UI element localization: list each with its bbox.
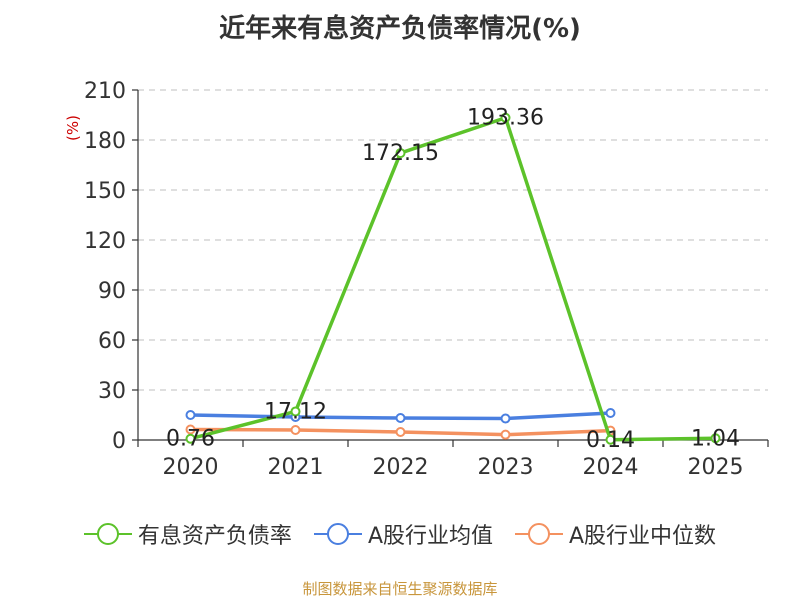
data-point	[605, 434, 616, 445]
x-tick-label: 2021	[268, 455, 324, 480]
y-tick-label: 60	[98, 329, 126, 354]
legend-item-series-2[interactable]: A股行业均值	[313, 518, 493, 550]
legend-item-series-1[interactable]: 有息资产负债率	[83, 518, 292, 550]
x-tick-label: 2024	[583, 455, 639, 480]
data-point	[185, 410, 196, 420]
chart-title: 近年来有息资产负债率情况(%)	[219, 14, 581, 44]
data-point	[605, 408, 616, 418]
data-label: 193.36	[467, 106, 544, 131]
data-point	[185, 433, 196, 444]
y-tick-label: 120	[84, 229, 126, 254]
legend-swatch-icon	[515, 522, 563, 546]
data-point	[500, 429, 511, 440]
x-tick-label: 2022	[373, 455, 429, 480]
y-axis-label: (%)	[64, 115, 82, 141]
source-note: 制图数据来自恒生聚源数据库	[302, 580, 498, 598]
legend-label: A股行业均值	[367, 524, 493, 549]
data-labels: 0.76 17.12 172.15 193.36 0.14 1.04	[166, 106, 740, 453]
legend-swatch-icon	[83, 522, 132, 546]
data-point	[290, 406, 301, 417]
series-lines	[185, 112, 721, 445]
y-tick-label: 180	[84, 129, 126, 154]
legend-item-series-3[interactable]: A股行业中位数	[515, 518, 716, 550]
x-tick-label: 2020	[163, 455, 219, 480]
y-tick-label: 0	[112, 429, 126, 454]
data-label: 0.14	[586, 428, 635, 453]
y-tick-label: 90	[98, 279, 126, 304]
data-point	[395, 148, 406, 159]
data-point	[395, 427, 406, 437]
data-point	[500, 112, 511, 123]
data-point	[185, 424, 196, 435]
y-tick-label: 30	[98, 379, 126, 404]
data-point	[290, 425, 301, 435]
legend-label: A股行业中位数	[569, 524, 717, 549]
data-label: 172.15	[362, 141, 439, 166]
series-line-1	[190, 115, 716, 442]
x-tick-label: 2025	[688, 455, 744, 480]
y-tick-label: 210	[84, 79, 126, 104]
data-label: 17.12	[264, 399, 327, 424]
legend-label: 有息资产负债率	[137, 524, 292, 549]
data-point	[395, 413, 406, 423]
x-tick-label: 2023	[478, 455, 534, 480]
data-point	[500, 413, 511, 424]
data-point	[710, 433, 721, 444]
y-tick-label: 150	[84, 179, 126, 204]
data-label: 1.04	[691, 426, 740, 451]
legend-swatch-icon	[313, 522, 362, 546]
grid-lines	[138, 89, 768, 391]
data-label: 0.76	[166, 427, 215, 452]
legend: 有息资产负债率 A股行业均值 A股行业中位数	[0, 518, 800, 550]
